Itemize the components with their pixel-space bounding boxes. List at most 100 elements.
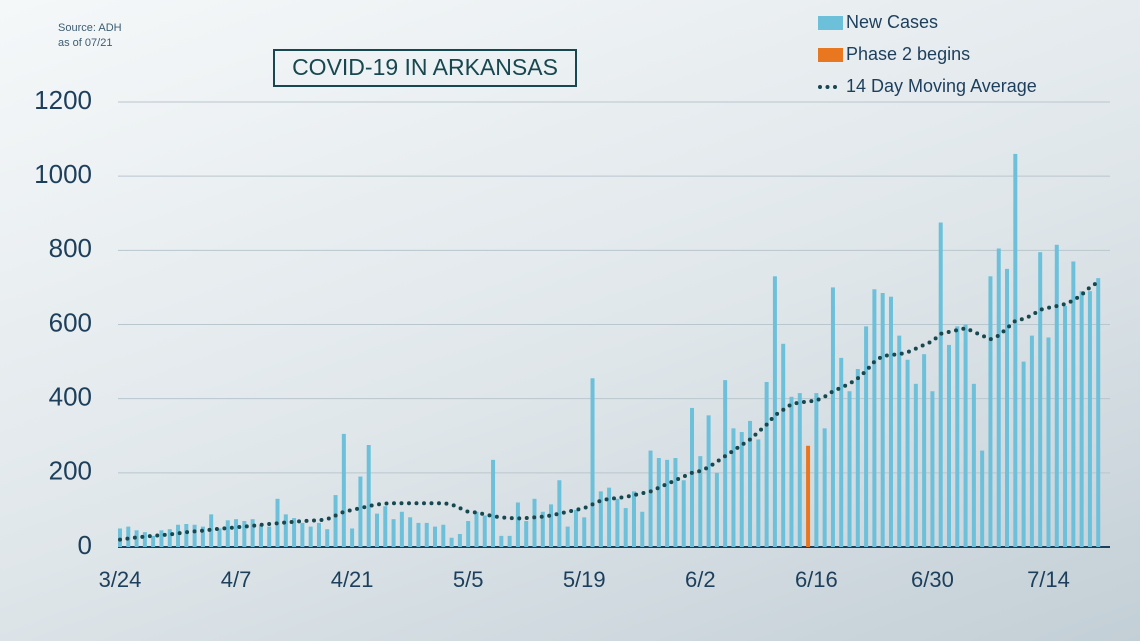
bar [1071, 261, 1076, 547]
bar [723, 380, 728, 547]
bar [126, 526, 131, 547]
bar [947, 344, 951, 547]
y-tick-label: 800 [49, 233, 92, 263]
bar [466, 521, 471, 547]
bar [300, 522, 305, 547]
bar [1038, 252, 1043, 547]
bar [225, 520, 230, 547]
bar [623, 508, 628, 547]
chart-title: COVID-19 IN ARKANSAS [292, 54, 558, 80]
bar [607, 487, 612, 547]
bar [756, 439, 761, 547]
bar [913, 383, 918, 547]
bar [971, 383, 976, 547]
bar [656, 458, 661, 547]
source: as of 07/21 [58, 37, 112, 49]
bar [631, 491, 636, 547]
bar [217, 528, 222, 547]
bar [1054, 244, 1059, 548]
bar [847, 391, 852, 547]
bar [540, 511, 545, 547]
source: Source: ADH [58, 22, 122, 34]
bar [507, 535, 512, 547]
bar [433, 526, 438, 547]
bar [797, 393, 802, 547]
bar [814, 393, 819, 547]
x-tick-label: 5/5 [453, 567, 484, 592]
bar [399, 511, 404, 547]
bar [864, 326, 869, 547]
bar [665, 459, 670, 547]
title-box [273, 49, 577, 87]
bar [292, 518, 297, 547]
bar [258, 524, 263, 547]
bar [739, 432, 744, 547]
bar [424, 522, 429, 547]
moving-average-line [118, 279, 1101, 542]
x-tick-label: 7/14 [1027, 567, 1070, 592]
bar [897, 335, 902, 547]
bar [714, 472, 719, 547]
bar [598, 491, 603, 547]
bar [441, 524, 446, 547]
bar [482, 515, 487, 547]
bar [515, 502, 520, 547]
y-tick-label: 600 [49, 307, 92, 337]
bar [772, 276, 777, 547]
bar [673, 458, 678, 547]
bar [789, 396, 794, 547]
bar [1021, 361, 1026, 547]
bar [457, 534, 462, 547]
bar [358, 476, 363, 547]
bar [880, 292, 885, 547]
legend-label: Phase 2 begins [846, 44, 970, 64]
bar [474, 511, 479, 547]
bar [1005, 268, 1010, 547]
bar [988, 276, 993, 547]
bar [980, 450, 985, 547]
bar [1013, 153, 1018, 547]
bar [532, 498, 537, 547]
bar [698, 456, 703, 547]
bar [325, 529, 330, 547]
bar [524, 521, 529, 547]
bar [806, 445, 811, 547]
bar [557, 480, 562, 547]
bar [242, 521, 247, 547]
y-tick-label: 0 [78, 530, 92, 560]
bar [748, 420, 753, 547]
bar [938, 222, 943, 548]
bar [1087, 291, 1092, 547]
bar [615, 498, 620, 547]
bar [963, 324, 968, 547]
y-tick-label: 400 [49, 382, 92, 412]
bar [283, 514, 288, 547]
bar [350, 528, 355, 547]
bar [308, 526, 313, 547]
bar [839, 357, 844, 547]
bar [872, 289, 877, 547]
bar [955, 326, 960, 547]
bar [499, 535, 504, 547]
x-tick-label: 5/19 [563, 567, 606, 592]
bar [922, 354, 927, 547]
bar [333, 495, 338, 547]
x-tick-label: 6/2 [685, 567, 716, 592]
bar [905, 359, 910, 547]
bar [573, 509, 578, 547]
bar [234, 519, 239, 547]
bar [192, 524, 197, 547]
bar [681, 480, 686, 547]
bar [391, 519, 396, 547]
bar [176, 524, 181, 547]
bar [781, 343, 786, 547]
bar [565, 526, 570, 547]
bar [374, 513, 379, 547]
bar [731, 428, 736, 547]
bar [1079, 291, 1084, 547]
legend-label: New Cases [846, 12, 938, 32]
bar [167, 529, 172, 547]
bar [930, 391, 935, 547]
x-tick-label: 6/30 [911, 567, 954, 592]
x-tick-label: 4/21 [331, 567, 374, 592]
